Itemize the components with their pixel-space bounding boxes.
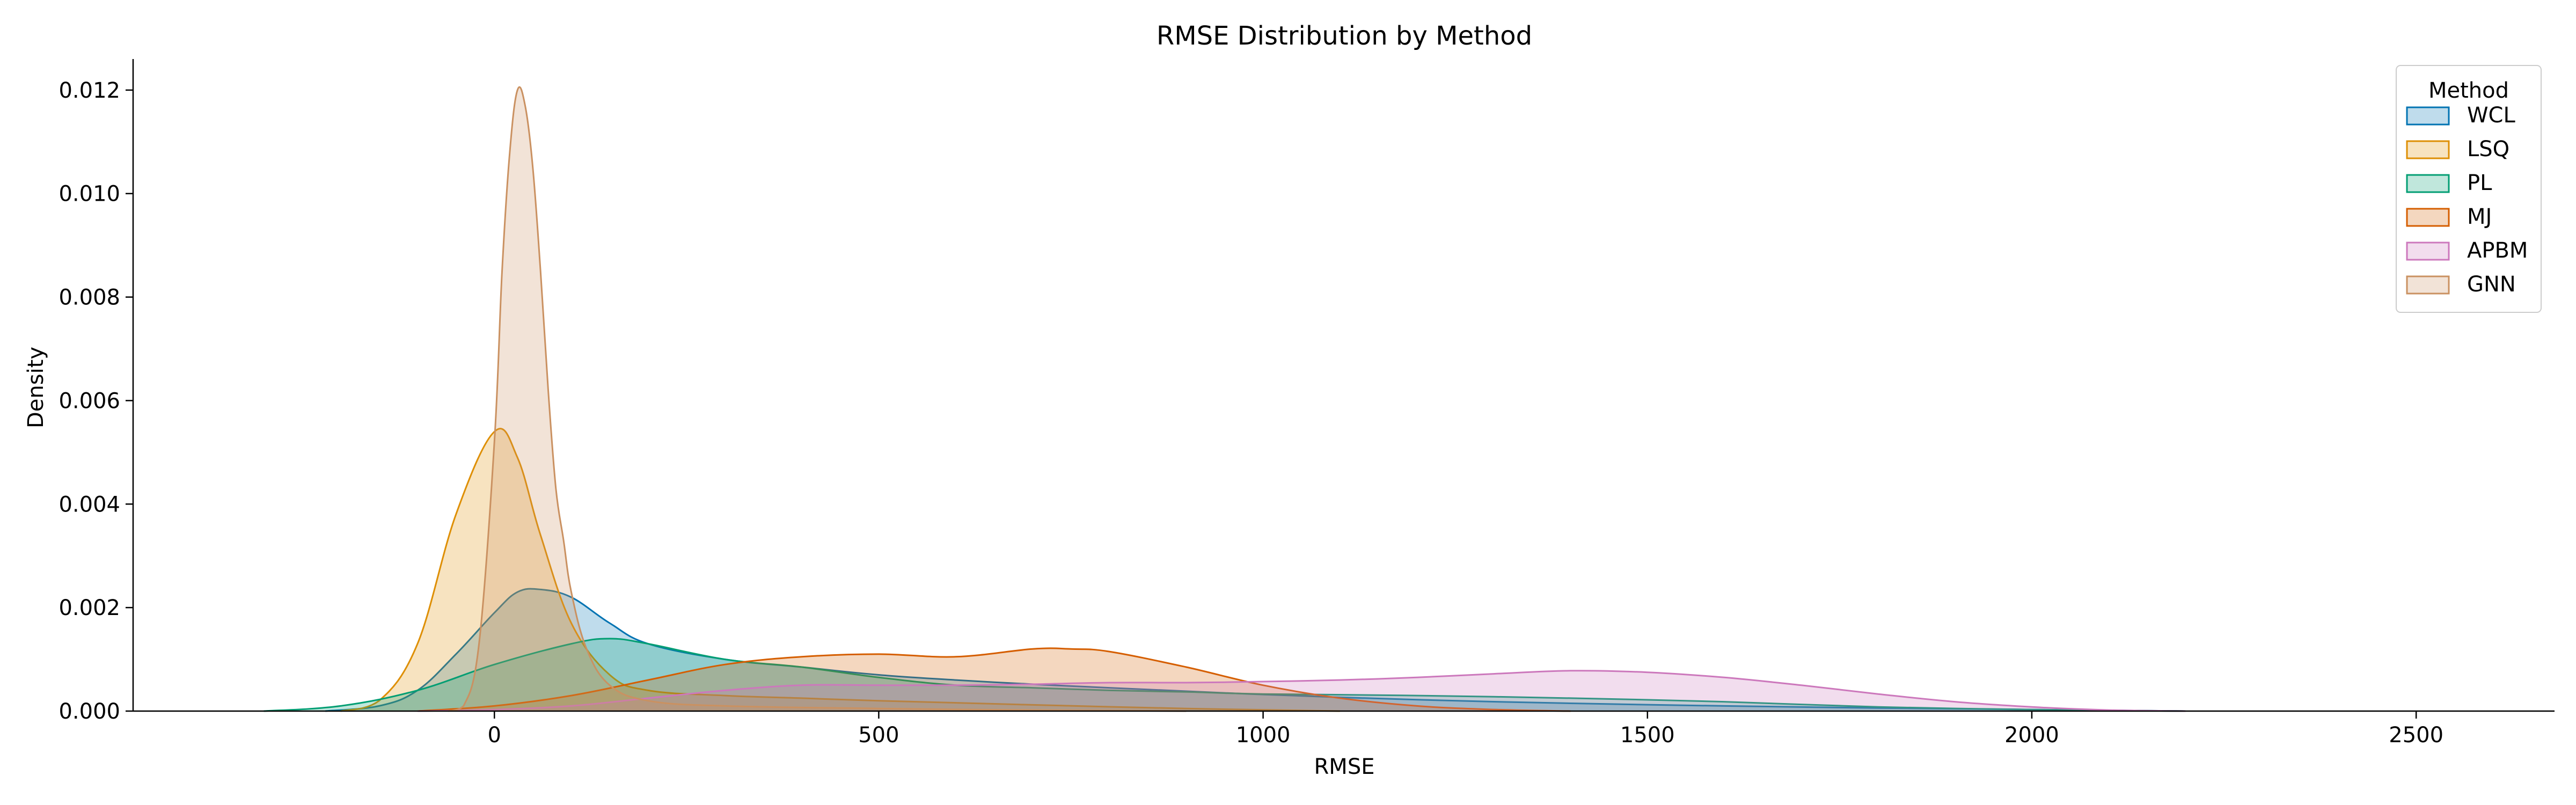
y-tick-label: 0.006	[58, 389, 120, 413]
chart-title: RMSE Distribution by Method	[1157, 21, 1532, 51]
series-layer	[264, 86, 2186, 712]
x-ticks: 0 500 1000 1500 2000 2500	[487, 711, 2443, 748]
legend: Method WCL LSQ PL MJ APBM GNN	[2396, 65, 2542, 313]
legend-item-pl: PL	[2406, 171, 2492, 195]
series-line-apbm	[417, 670, 2186, 712]
legend-swatch	[2406, 208, 2450, 227]
legend-swatch	[2406, 174, 2450, 193]
legend-frame	[2396, 65, 2542, 313]
series-line-gnn	[448, 86, 1187, 712]
x-tick-label: 2500	[2389, 723, 2443, 748]
legend-swatch	[2406, 106, 2450, 126]
x-tick-label: 2000	[2004, 723, 2059, 748]
x-axis-title: RMSE	[1314, 755, 1375, 779]
y-tick-label: 0.008	[58, 286, 120, 310]
axes-layer: 0 500 1000 1500 2000 2500 0.0000.0020.0040.00…	[58, 59, 2555, 748]
y-ticks: 0.000 0.002 0.004 0.006 0.008 0.010 0.012	[58, 78, 133, 724]
legend-items: WCL LSQ PL MJ APBM GNN	[2406, 103, 2528, 297]
series-line-pl	[264, 638, 2186, 712]
series-apbm	[417, 670, 2186, 712]
x-tick-label: 500	[858, 723, 899, 748]
legend-title: Method	[2428, 78, 2509, 103]
series-area-pl	[264, 639, 2186, 711]
y-tick-label: 0.010	[58, 182, 120, 207]
series-area-mj	[418, 648, 1571, 711]
legend-label: WCL	[2467, 103, 2515, 128]
legend-label: GNN	[2467, 272, 2516, 297]
legend-item-apbm: APBM	[2406, 238, 2528, 263]
series-area-apbm	[418, 670, 2186, 711]
series-line-wcl	[325, 588, 2186, 712]
legend-label: PL	[2467, 171, 2492, 195]
y-tick-label: 0.004	[58, 492, 120, 517]
legend-swatch	[2406, 275, 2450, 295]
x-tick-label: 1000	[1236, 723, 1291, 748]
legend-label: APBM	[2467, 238, 2528, 263]
legend-item-lsq: LSQ	[2406, 137, 2509, 162]
legend-item-wcl: WCL	[2406, 103, 2515, 128]
x-tick-label: 0	[487, 723, 501, 748]
series-line-lsq	[340, 428, 1340, 712]
series-mj	[417, 647, 1571, 712]
legend-label: LSQ	[2467, 137, 2509, 162]
series-pl	[264, 638, 2186, 712]
legend-item-gnn: GNN	[2406, 272, 2516, 297]
series-gnn	[448, 86, 1187, 712]
legend-label: MJ	[2467, 204, 2492, 229]
legend-swatch	[2406, 140, 2450, 159]
series-area-wcl	[325, 589, 2186, 711]
y-tick-label: 0.012	[58, 78, 120, 103]
series-line-mj	[417, 647, 1571, 712]
legend-swatch	[2406, 241, 2450, 261]
series-area-gnn	[448, 87, 1187, 711]
y-tick-label: 0.000	[58, 699, 120, 724]
y-tick-label: 0.002	[58, 596, 120, 620]
x-tick-label: 1500	[1620, 723, 1675, 748]
series-wcl	[325, 588, 2186, 712]
legend-item-mj: MJ	[2406, 204, 2492, 229]
y-axis-title: Density	[24, 347, 48, 428]
